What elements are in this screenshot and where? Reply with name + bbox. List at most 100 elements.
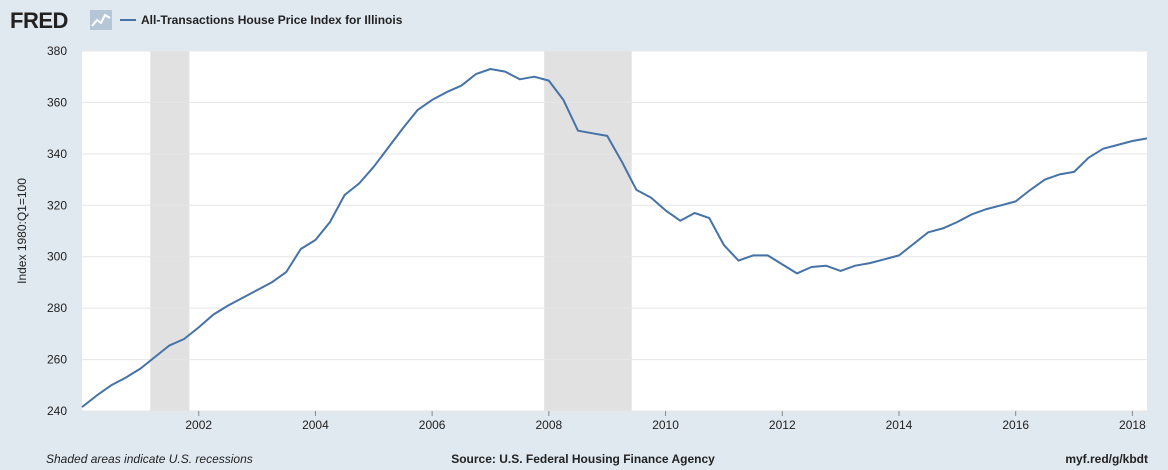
- recession-band-2: [544, 51, 632, 411]
- data-point[interactable]: [575, 128, 581, 134]
- fred-logo[interactable]: FRED: [10, 8, 112, 33]
- data-point[interactable]: [998, 202, 1004, 208]
- data-point[interactable]: [736, 258, 742, 264]
- data-point[interactable]: [692, 210, 698, 216]
- data-point[interactable]: [356, 180, 362, 186]
- data-point[interactable]: [896, 252, 902, 258]
- data-point[interactable]: [254, 287, 260, 293]
- data-point[interactable]: [473, 71, 479, 77]
- footer-source: Source: U.S. Federal Housing Finance Age…: [451, 452, 715, 466]
- data-point[interactable]: [517, 76, 523, 82]
- data-point[interactable]: [1056, 171, 1062, 177]
- data-point[interactable]: [210, 312, 216, 318]
- data-point[interactable]: [940, 225, 946, 231]
- data-point[interactable]: [604, 133, 610, 139]
- data-point[interactable]: [1115, 142, 1121, 148]
- data-point[interactable]: [984, 206, 990, 212]
- data-point[interactable]: [1086, 155, 1092, 161]
- x-tick-label-2010: 2010: [652, 418, 679, 432]
- data-point[interactable]: [852, 263, 858, 269]
- data-point[interactable]: [1027, 187, 1033, 193]
- data-point[interactable]: [823, 263, 829, 269]
- data-point[interactable]: [969, 211, 975, 217]
- data-point[interactable]: [779, 261, 785, 267]
- data-point[interactable]: [342, 192, 348, 198]
- data-point[interactable]: [79, 404, 85, 410]
- data-point[interactable]: [458, 83, 464, 89]
- data-point[interactable]: [721, 242, 727, 248]
- data-point[interactable]: [444, 89, 450, 95]
- data-point[interactable]: [415, 107, 421, 113]
- x-tick-label-2004: 2004: [302, 418, 329, 432]
- data-point[interactable]: [794, 270, 800, 276]
- data-point[interactable]: [167, 342, 173, 348]
- y-tick-label-260: 260: [47, 353, 67, 367]
- data-point[interactable]: [239, 295, 245, 301]
- fred-graph-icon: [90, 10, 112, 30]
- data-point[interactable]: [750, 252, 756, 258]
- footer-recession-note: Shaded areas indicate U.S. recessions: [46, 452, 253, 466]
- data-point[interactable]: [1042, 177, 1048, 183]
- data-point[interactable]: [181, 336, 187, 342]
- data-point[interactable]: [123, 375, 129, 381]
- data-point[interactable]: [925, 229, 931, 235]
- x-axis-ticks: 2002 2004 2006 2008 2010 2012 2014 2016 2018: [185, 411, 1146, 432]
- data-point[interactable]: [400, 125, 406, 131]
- data-point[interactable]: [954, 219, 960, 225]
- data-point[interactable]: [619, 159, 625, 165]
- y-tick-label-240: 240: [47, 404, 67, 418]
- data-point[interactable]: [808, 264, 814, 270]
- y-tick-label-340: 340: [47, 147, 67, 161]
- data-point[interactable]: [269, 279, 275, 285]
- data-point[interactable]: [429, 97, 435, 103]
- data-point[interactable]: [546, 78, 552, 84]
- data-point[interactable]: [137, 366, 143, 372]
- data-point[interactable]: [94, 393, 100, 399]
- series-line-1[interactable]: [81, 68, 1148, 408]
- data-point[interactable]: [1100, 146, 1106, 152]
- data-point[interactable]: [706, 215, 712, 221]
- data-point[interactable]: [196, 324, 202, 330]
- legend: All-Transactions House Price Index for I…: [120, 13, 403, 27]
- data-point[interactable]: [560, 97, 566, 103]
- data-point[interactable]: [1129, 138, 1135, 144]
- x-tick-label-2002: 2002: [185, 418, 212, 432]
- data-point[interactable]: [225, 303, 231, 309]
- data-point[interactable]: [867, 260, 873, 266]
- data-point[interactable]: [312, 237, 318, 243]
- data-point[interactable]: [502, 69, 508, 75]
- data-point[interactable]: [881, 256, 887, 262]
- data-point[interactable]: [633, 187, 639, 193]
- data-point[interactable]: [371, 164, 377, 170]
- data-point[interactable]: [385, 144, 391, 150]
- data-point[interactable]: [663, 207, 669, 213]
- x-tick-label-2014: 2014: [886, 418, 913, 432]
- data-point[interactable]: [1071, 169, 1077, 175]
- y-tick-label-380: 380: [47, 44, 67, 58]
- data-point[interactable]: [590, 130, 596, 136]
- data-point[interactable]: [765, 252, 771, 258]
- fred-logo-text: FRED: [10, 8, 68, 33]
- y-tick-label-320: 320: [47, 198, 67, 212]
- data-point[interactable]: [298, 246, 304, 252]
- data-point[interactable]: [283, 269, 289, 275]
- data-point[interactable]: [677, 218, 683, 224]
- data-point[interactable]: [911, 241, 917, 247]
- recession-band-1: [150, 51, 190, 411]
- data-point[interactable]: [152, 354, 158, 360]
- y-tick-label-300: 300: [47, 250, 67, 264]
- data-point[interactable]: [1144, 135, 1150, 141]
- x-tick-label-2008: 2008: [535, 418, 562, 432]
- x-tick-label-2012: 2012: [769, 418, 796, 432]
- data-point[interactable]: [648, 195, 654, 201]
- data-point[interactable]: [838, 268, 844, 274]
- data-point[interactable]: [531, 74, 537, 80]
- y-axis-ticks: 240 260 280 300 320 340 360 380: [47, 44, 67, 418]
- data-point[interactable]: [487, 66, 493, 72]
- series-group: [79, 66, 1150, 410]
- data-point[interactable]: [327, 219, 333, 225]
- data-point[interactable]: [108, 382, 114, 388]
- data-point[interactable]: [1013, 198, 1019, 204]
- footer-url[interactable]: myf.red/g/kbdt: [1065, 452, 1148, 466]
